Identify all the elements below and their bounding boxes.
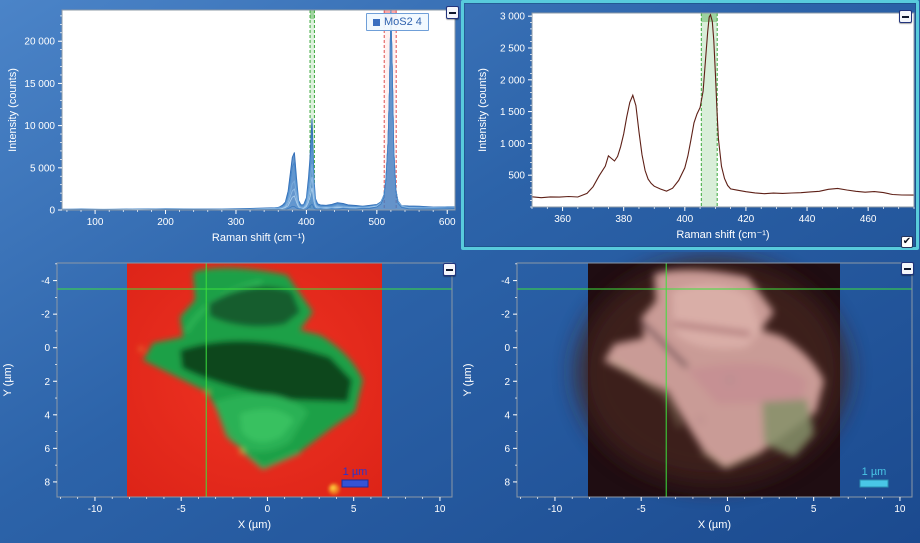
x-tick-label: -10	[548, 504, 563, 515]
y-tick-label: 15 000	[24, 79, 55, 90]
marker-band[interactable]	[700, 13, 718, 207]
minimize-button[interactable]	[443, 263, 456, 276]
y-tick-label: 2 000	[500, 75, 525, 86]
spectrum-trace	[531, 13, 915, 199]
x-tick-label: 400	[676, 214, 693, 225]
x-tick-label: 0	[725, 504, 731, 515]
y-tick-label: 6	[44, 444, 50, 455]
raman-map-chart[interactable]: -10 -5 0 5 10 -4 -2 0 2 4 6 8 X (µm) Y (µm) 1 µm	[0, 252, 462, 543]
y-axis-title: Intensity (counts)	[7, 68, 19, 152]
x-tick-label: 360	[554, 214, 571, 225]
y-tick-label: 20 000	[24, 37, 55, 48]
x-axis-title: X (µm)	[238, 519, 271, 531]
y-tick-label: 4	[504, 410, 510, 421]
x-tick-label: 300	[228, 217, 245, 228]
y-axis-title: Intensity (counts)	[477, 68, 489, 152]
y-tick-label: 0	[49, 206, 55, 217]
y-tick-label: 10 000	[24, 121, 55, 132]
x-tick-label: 420	[738, 214, 755, 225]
x-tick-label: 440	[799, 214, 816, 225]
y-tick-label: 0	[44, 343, 50, 354]
minimize-icon	[904, 267, 911, 270]
y-tick-label: 4	[44, 410, 50, 421]
minimize-icon	[446, 268, 453, 271]
scale-bar: 1 µm	[341, 466, 369, 488]
x-tick-label: -5	[177, 504, 186, 515]
y-tick-label: 6	[504, 444, 510, 455]
x-tick-label: 500	[368, 217, 385, 228]
y-tick-label: 1 500	[500, 107, 525, 118]
x-tick-label: 100	[87, 217, 104, 228]
scale-bar: 1 µm	[859, 466, 889, 488]
minimize-icon	[449, 11, 456, 14]
x-tick-label: 600	[439, 217, 456, 228]
y-tick-label: -4	[501, 276, 510, 287]
spectrum-overview-chart[interactable]: 100 200 300 400 500 600 0 5 000 10 000 15 000 20 0…	[0, 0, 462, 252]
y-tick-label: 3 000	[500, 12, 525, 23]
x-tick-label: 460	[860, 214, 877, 225]
x-tick-label: 5	[811, 504, 817, 515]
x-tick-label: 10	[434, 504, 446, 515]
y-tick-label: -2	[41, 310, 50, 321]
spectrum-zoom-chart[interactable]: 360 380 400 420 440 460 500 1 000 1 500 2 000 2 50…	[462, 0, 920, 252]
optical-image-content	[577, 260, 847, 497]
y-tick-label: 5 000	[30, 163, 55, 174]
legend-marker-icon	[373, 18, 380, 26]
y-axis-title: Y (µm)	[462, 363, 474, 396]
minimize-button[interactable]	[901, 262, 914, 275]
y-tick-label: 500	[508, 171, 525, 182]
x-tick-label: 400	[298, 217, 315, 228]
y-tick-label: 0	[504, 343, 510, 354]
minimize-icon	[902, 15, 909, 18]
y-tick-label: 8	[44, 477, 50, 488]
x-tick-label: 200	[157, 217, 174, 228]
check-icon: ✔	[902, 236, 912, 247]
x-axis-title: Raman shift (cm⁻¹)	[676, 229, 769, 241]
y-tick-label: 2	[44, 377, 50, 388]
y-axis-title: Y (µm)	[2, 363, 14, 396]
x-axis-title: Raman shift (cm⁻¹)	[212, 232, 305, 244]
y-tick-label: 1 000	[500, 139, 525, 150]
y-tick-label: 2	[504, 377, 510, 388]
x-tick-label: 10	[894, 504, 906, 515]
y-tick-label: 2 500	[500, 43, 525, 54]
spectrum-trace	[61, 12, 456, 211]
raman-map-image	[127, 263, 382, 497]
x-tick-label: 380	[615, 214, 632, 225]
y-tick-label: 8	[504, 477, 510, 488]
y-tick-label: -2	[501, 310, 510, 321]
scale-bar-label: 1 µm	[862, 466, 887, 478]
scale-bar-label: 1 µm	[343, 466, 368, 478]
legend[interactable]: MoS2 4	[366, 13, 429, 31]
y-tick-label: -4	[41, 276, 50, 287]
optical-image-chart[interactable]: -10 -5 0 5 10 -4 -2 0 2 4 6 8 X (µm) Y (µm) 1 µm	[462, 252, 920, 543]
x-tick-label: 0	[265, 504, 271, 515]
panel-checkbox[interactable]: ✔	[901, 236, 913, 248]
x-tick-label: -5	[637, 504, 646, 515]
x-axis-title: X (µm)	[698, 519, 731, 531]
x-tick-label: -10	[88, 504, 103, 515]
minimize-button[interactable]	[446, 6, 459, 19]
legend-label: MoS2 4	[384, 16, 422, 28]
x-tick-label: 5	[351, 504, 357, 515]
minimize-button[interactable]	[899, 10, 912, 23]
